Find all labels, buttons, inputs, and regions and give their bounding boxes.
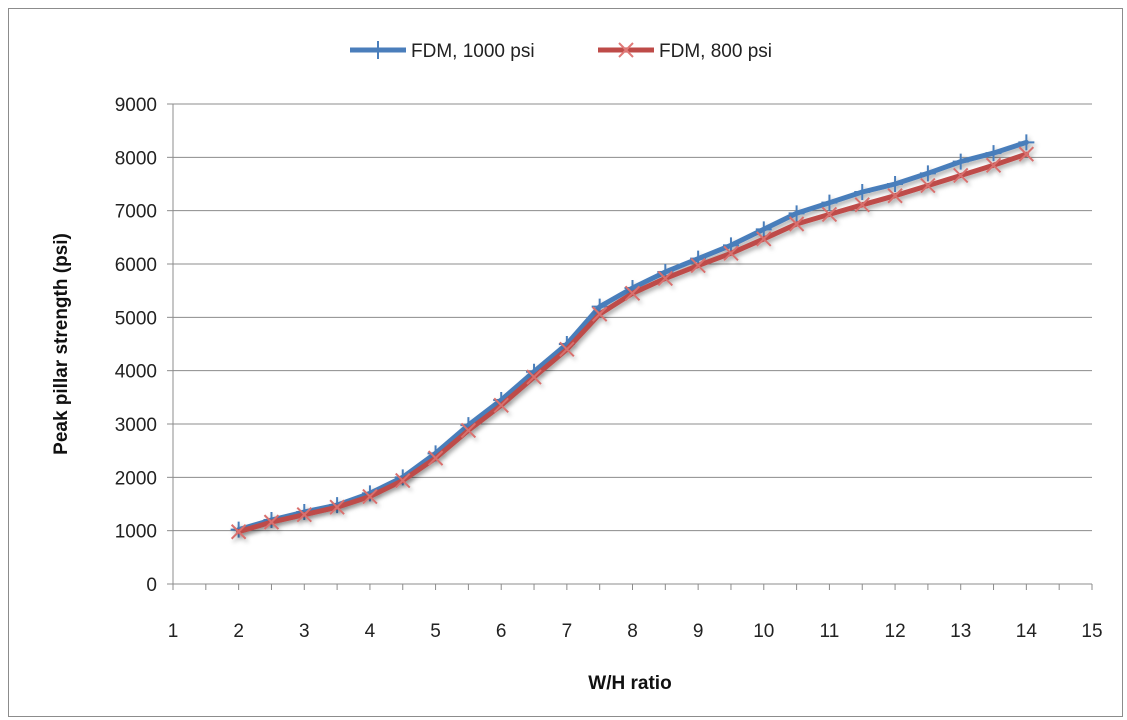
- data-point: [362, 488, 378, 505]
- x-tick-label: 1: [168, 621, 179, 642]
- x-tick-label: 15: [1081, 621, 1102, 642]
- y-tick-label: 2000: [115, 468, 157, 489]
- data-point: [755, 221, 772, 238]
- x-tick-label: 7: [562, 621, 573, 642]
- data-point: [854, 197, 870, 213]
- data-point: [230, 524, 247, 540]
- data-point: [985, 145, 1002, 162]
- y-tick-label: 9000: [115, 95, 157, 116]
- data-point: [821, 194, 838, 211]
- data-point: [329, 499, 345, 515]
- x-tick-label: 8: [627, 621, 638, 642]
- x-tick-label: 11: [820, 621, 840, 642]
- y-axis-title: Peak pillar strength (psi): [51, 233, 72, 455]
- series-2: [230, 146, 1035, 540]
- y-tick-labels: 0 1000 2000 3000 4000 5000 6000 7000 8000 9000: [115, 95, 157, 596]
- data-point: [1018, 134, 1035, 151]
- y-tick-label: 5000: [115, 308, 157, 329]
- legend-marker-2: [618, 42, 634, 58]
- legend-entry-1: FDM, 1000 psi: [350, 41, 535, 62]
- x-tick-label: 4: [365, 621, 376, 642]
- legend-marker-1: [369, 41, 387, 59]
- y-tick-label: 6000: [115, 255, 157, 276]
- data-point: [460, 422, 477, 439]
- x-axis-title: W/H ratio: [588, 673, 671, 694]
- data-point: [493, 397, 509, 414]
- series-group: [230, 134, 1035, 540]
- x-tick-labels: 1 2 3 4 5 6 7 8 9 10 11 12 13 14 15: [168, 621, 1103, 642]
- y-tick-label: 7000: [115, 202, 157, 223]
- data-point: [526, 369, 542, 385]
- data-point: [854, 184, 871, 200]
- data-point: [657, 270, 674, 287]
- data-point: [427, 450, 444, 466]
- data-point: [887, 188, 903, 204]
- axes: [167, 103, 1093, 590]
- y-tick-label: 0: [146, 575, 157, 596]
- legend-label-2: FDM, 800 psi: [659, 41, 772, 62]
- y-tick-label: 8000: [115, 148, 157, 169]
- y-tick-label: 4000: [115, 362, 157, 383]
- data-point: [263, 514, 280, 530]
- data-point: [559, 341, 575, 358]
- gridlines: [173, 103, 1092, 532]
- data-point: [296, 506, 312, 523]
- data-point: [788, 205, 805, 222]
- y-tick-label: 1000: [115, 522, 157, 543]
- x-tick-label: 5: [430, 621, 441, 642]
- legend: FDM, 1000 psi FDM, 800 psi: [350, 41, 772, 62]
- data-point: [788, 216, 805, 232]
- x-tick-label: 10: [753, 621, 774, 642]
- x-tick-label: 3: [299, 621, 310, 642]
- legend-label-1: FDM, 1000 psi: [411, 41, 535, 62]
- data-point: [395, 472, 411, 489]
- x-tick-label: 14: [1016, 621, 1038, 642]
- chart-frame: [8, 8, 1123, 717]
- x-tick-label: 9: [693, 621, 704, 642]
- data-point: [591, 306, 608, 322]
- x-tick-label: 12: [885, 621, 906, 642]
- data-point: [985, 157, 1002, 174]
- data-point: [1018, 146, 1035, 162]
- y-tick-label: 3000: [115, 415, 157, 436]
- data-point: [887, 176, 904, 192]
- data-point: [920, 177, 936, 194]
- data-point: [690, 257, 706, 274]
- data-point: [821, 206, 838, 223]
- series-line-1: [236, 139, 1029, 533]
- x-tick-label: 13: [950, 621, 971, 642]
- data-point: [952, 153, 969, 170]
- legend-entry-2: FDM, 800 psi: [598, 41, 772, 62]
- data-point: [919, 165, 936, 182]
- data-point: [756, 231, 772, 247]
- x-tick-label: 2: [233, 621, 244, 642]
- data-point: [953, 167, 969, 184]
- data-point: [624, 285, 641, 302]
- x-tick-label: 6: [496, 621, 507, 642]
- data-point: [723, 245, 739, 262]
